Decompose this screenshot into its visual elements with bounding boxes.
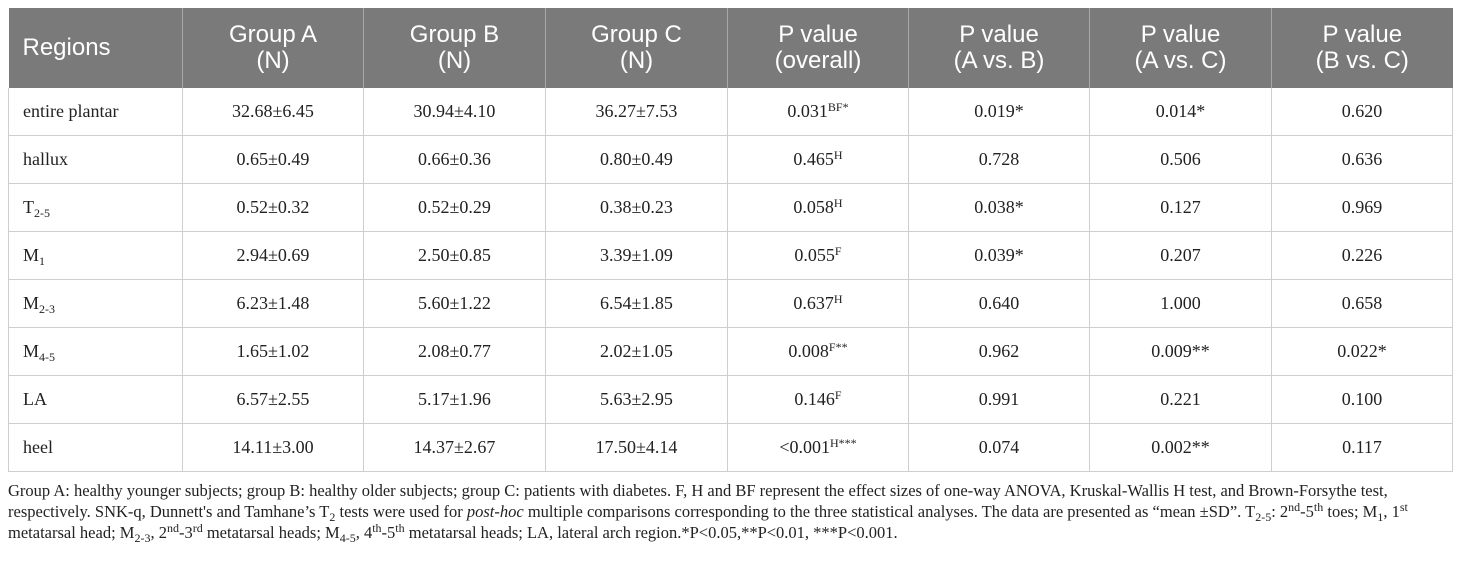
cell-group-a: 6.23±1.48 — [182, 279, 364, 328]
cell-group-b: 14.37±2.67 — [363, 423, 546, 472]
cell-p-a-vs-b: 0.640 — [908, 279, 1090, 328]
cell-region: M4-5 — [8, 327, 183, 376]
cell-p-a-vs-b: 0.019* — [908, 88, 1090, 136]
table-row: T2-5 0.52±0.32 0.52±0.29 0.38±0.23 0.058H 0.0… — [8, 183, 1453, 232]
cell-p-b-vs-c: 0.620 — [1271, 88, 1453, 136]
cell-p-overall: 0.465H — [727, 135, 909, 184]
table-row: M2-3 6.23±1.48 5.60±1.22 6.54±1.85 0.637H 0.6… — [8, 279, 1453, 328]
cell-group-c: 17.50±4.14 — [545, 423, 728, 472]
cell-group-c: 0.80±0.49 — [545, 135, 728, 184]
cell-p-a-vs-c: 0.014* — [1089, 88, 1272, 136]
cell-p-a-vs-b: 0.991 — [908, 375, 1090, 424]
cell-group-a: 6.57±2.55 — [182, 375, 364, 424]
cell-group-b: 5.17±1.96 — [363, 375, 546, 424]
cell-p-overall: 0.031BF* — [727, 88, 909, 136]
cell-group-c: 3.39±1.09 — [545, 231, 728, 280]
cell-p-b-vs-c: 0.117 — [1271, 423, 1453, 472]
cell-group-c: 0.38±0.23 — [545, 183, 728, 232]
cell-group-b: 0.66±0.36 — [363, 135, 546, 184]
cell-group-b: 30.94±4.10 — [363, 88, 546, 136]
cell-p-b-vs-c: 0.658 — [1271, 279, 1453, 328]
cell-p-a-vs-b: 0.074 — [908, 423, 1090, 472]
cell-group-b: 5.60±1.22 — [363, 279, 546, 328]
table-footnote: Group A: healthy younger subjects; group… — [8, 481, 1408, 545]
cell-p-b-vs-c: 0.969 — [1271, 183, 1453, 232]
cell-region: T2-5 — [8, 183, 183, 232]
cell-group-c: 2.02±1.05 — [545, 327, 728, 376]
header-regions: Regions — [8, 8, 183, 88]
table-row: M1 2.94±0.69 2.50±0.85 3.39±1.09 0.055F 0.039… — [8, 231, 1453, 280]
cell-p-a-vs-c: 0.221 — [1089, 375, 1272, 424]
cell-region: hallux — [8, 135, 183, 184]
cell-p-b-vs-c: 0.636 — [1271, 135, 1453, 184]
cell-region: M1 — [8, 231, 183, 280]
cell-p-a-vs-c: 0.506 — [1089, 135, 1272, 184]
header-p-a-vs-b: P value (A vs. B) — [908, 8, 1090, 88]
table-row: hallux 0.65±0.49 0.66±0.36 0.80±0.49 0.465H 0… — [8, 135, 1453, 184]
cell-group-c: 5.63±2.95 — [545, 375, 728, 424]
header-p-b-vs-c: P value (B vs. C) — [1271, 8, 1453, 88]
cell-region: LA — [8, 375, 183, 424]
cell-p-a-vs-b: 0.039* — [908, 231, 1090, 280]
cell-group-a: 0.52±0.32 — [182, 183, 364, 232]
cell-group-b: 2.50±0.85 — [363, 231, 546, 280]
cell-p-a-vs-b: 0.728 — [908, 135, 1090, 184]
cell-p-overall: 0.637H — [727, 279, 909, 328]
header-group-c: Group C (N) — [545, 8, 728, 88]
cell-group-b: 0.52±0.29 — [363, 183, 546, 232]
cell-group-a: 1.65±1.02 — [182, 327, 364, 376]
header-group-b: Group B (N) — [363, 8, 546, 88]
header-group-a: Group A (N) — [182, 8, 364, 88]
table-body: entire plantar 32.68±6.45 30.94±4.10 36.27±… — [8, 88, 1453, 472]
cell-p-a-vs-c: 0.207 — [1089, 231, 1272, 280]
header-p-a-vs-c: P value (A vs. C) — [1089, 8, 1272, 88]
cell-group-c: 6.54±1.85 — [545, 279, 728, 328]
cell-p-overall: 0.058H — [727, 183, 909, 232]
cell-region: heel — [8, 423, 183, 472]
table-container: Regions Group A (N) Group B (N) Group C (N)… — [8, 8, 1453, 545]
cell-group-a: 14.11±3.00 — [182, 423, 364, 472]
cell-p-a-vs-c: 1.000 — [1089, 279, 1272, 328]
cell-p-b-vs-c: 0.226 — [1271, 231, 1453, 280]
table-row: entire plantar 32.68±6.45 30.94±4.10 36.27±… — [8, 88, 1453, 136]
cell-p-overall: 0.008F** — [727, 327, 909, 376]
table-row: LA 6.57±2.55 5.17±1.96 5.63±2.95 0.146F 0.991… — [8, 375, 1453, 424]
cell-p-a-vs-c: 0.002** — [1089, 423, 1272, 472]
cell-p-b-vs-c: 0.022* — [1271, 327, 1453, 376]
cell-group-b: 2.08±0.77 — [363, 327, 546, 376]
cell-group-a: 2.94±0.69 — [182, 231, 364, 280]
header-row: Regions Group A (N) Group B (N) Group C (N)… — [8, 8, 1453, 88]
cell-p-overall: 0.055F — [727, 231, 909, 280]
header-p-overall: P value (overall) — [727, 8, 909, 88]
cell-group-c: 36.27±7.53 — [545, 88, 728, 136]
cell-group-a: 32.68±6.45 — [182, 88, 364, 136]
cell-region: entire plantar — [8, 88, 183, 136]
results-table: Regions Group A (N) Group B (N) Group C (N)… — [8, 8, 1453, 472]
table-row: heel 14.11±3.00 14.37±2.67 17.50±4.14 <0.001… — [8, 423, 1453, 472]
cell-p-a-vs-c: 0.009** — [1089, 327, 1272, 376]
cell-p-b-vs-c: 0.100 — [1271, 375, 1453, 424]
cell-p-overall: 0.146F — [727, 375, 909, 424]
cell-p-a-vs-b: 0.038* — [908, 183, 1090, 232]
cell-region: M2-3 — [8, 279, 183, 328]
table-row: M4-5 1.65±1.02 2.08±0.77 2.02±1.05 0.008F** 0… — [8, 327, 1453, 376]
cell-group-a: 0.65±0.49 — [182, 135, 364, 184]
cell-p-a-vs-c: 0.127 — [1089, 183, 1272, 232]
cell-p-overall: <0.001H*** — [727, 423, 909, 472]
cell-p-a-vs-b: 0.962 — [908, 327, 1090, 376]
